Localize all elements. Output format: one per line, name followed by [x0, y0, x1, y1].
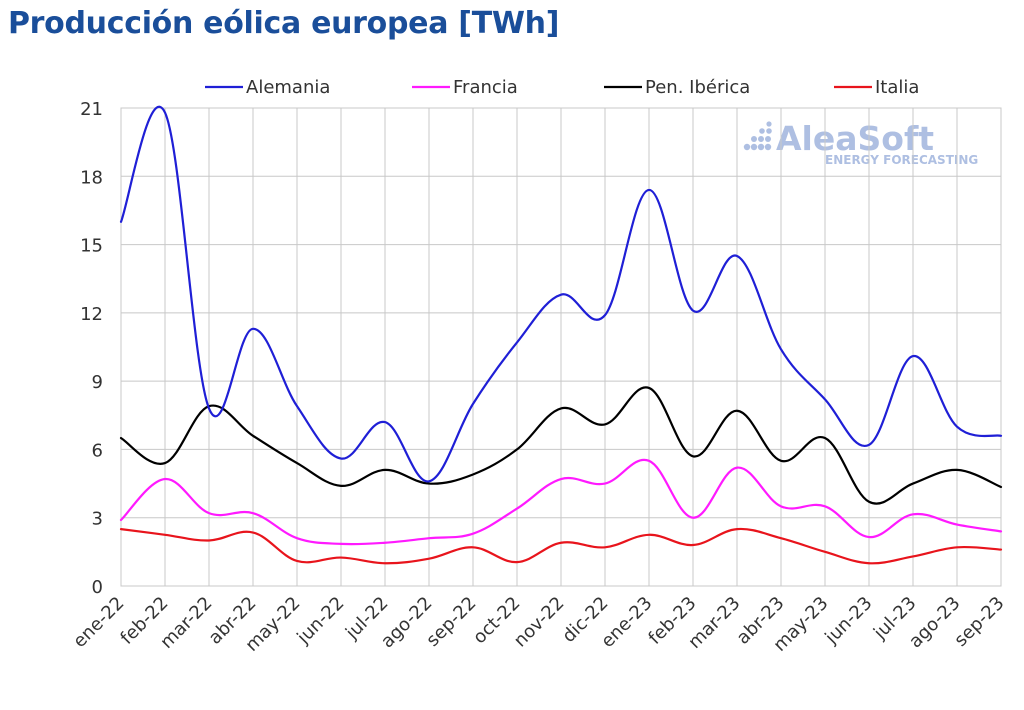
chart-legend: Alemania Francia Pen. Ibérica Italia [205, 77, 919, 98]
legend-label: Francia [453, 77, 518, 98]
y-tick-label: 0 [92, 577, 103, 598]
y-tick-label: 12 [80, 304, 103, 325]
x-tick-label: nov-22 [510, 593, 569, 652]
series-line-francia [119, 458, 1003, 546]
chart-grid [120, 107, 1002, 587]
y-tick-label: 18 [80, 167, 103, 188]
x-tick-label: jun-23 [821, 593, 877, 649]
y-tick-label: 9 [92, 372, 103, 393]
watermark-brand: AleaSoft [776, 119, 934, 158]
x-tick-label: jun-22 [293, 593, 349, 649]
legend-label: Italia [875, 77, 919, 98]
aleasoft-logo: AleaSoft ENERGY FORECASTING [743, 119, 978, 167]
y-tick-label: 3 [92, 509, 103, 530]
y-tick-label: 21 [80, 99, 103, 120]
x-tick-label: sep-22 [422, 593, 480, 651]
legend-label: Pen. Ibérica [645, 77, 750, 98]
watermark-tagline: ENERGY FORECASTING [825, 153, 978, 167]
y-tick-label: 15 [80, 236, 103, 257]
series-line-pen-ib-rica [119, 386, 1003, 505]
y-axis-ticks: 0 3 6 9 12 15 18 21 [80, 99, 103, 598]
x-axis-ticks: ene-22feb-22mar-22abr-22may-22jun-22jul-… [69, 593, 1008, 656]
series-line-alemania [119, 105, 1003, 483]
series-line-italia [119, 527, 1003, 565]
chart-series [119, 105, 1003, 565]
x-tick-label: sep-23 [950, 593, 1008, 651]
legend-label: Alemania [246, 77, 330, 98]
x-tick-label: ene-22 [69, 593, 128, 652]
chart-title: Producción eólica europea [TWh] [8, 6, 560, 41]
y-tick-label: 6 [92, 440, 103, 461]
logo-dots-icon [743, 121, 772, 151]
